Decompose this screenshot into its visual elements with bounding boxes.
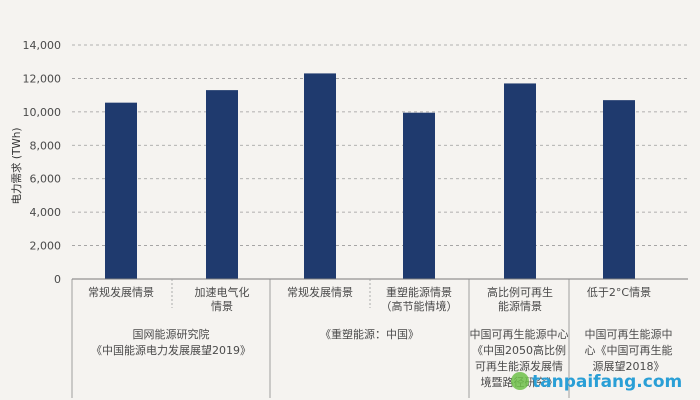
group-label: 中国可再生能源中心 <box>470 327 569 341</box>
y-tick-label: 0 <box>54 273 61 286</box>
group-label: 心《中国可再生能 <box>585 343 673 357</box>
bar <box>403 112 435 279</box>
watermark: tanpaifang.com <box>511 372 682 392</box>
grid-layer <box>72 44 688 246</box>
category-label: 低于2°C情景 <box>587 286 651 299</box>
category-label: 能源情景 <box>498 299 542 313</box>
watermark-logo-icon <box>511 372 529 390</box>
y-tick-label: 4,000 <box>30 206 62 219</box>
bar <box>603 100 635 280</box>
group-label: 中国可再生能源中 <box>585 327 673 341</box>
axis-layer: 0 2,000 4,000 6,000 8,000 10,000 12,000 14,000 <box>23 39 688 398</box>
y-tick-label: 14,000 <box>23 39 62 52</box>
y-tick-label: 8,000 <box>30 139 62 152</box>
watermark-text: tanpaifang.com <box>532 372 682 392</box>
category-label: 情景 <box>211 300 233 313</box>
bar <box>105 102 137 280</box>
bar <box>504 83 536 279</box>
category-label: 高比例可再生 <box>487 285 553 299</box>
y-axis-label: 电力需求 (TWh) <box>10 128 23 205</box>
bars-layer <box>105 73 635 280</box>
group-label: 《中国2050高比例 <box>472 343 566 357</box>
bar <box>304 73 336 280</box>
y-tick-label: 10,000 <box>23 106 62 119</box>
category-label: 常规发展情景 <box>287 285 353 299</box>
bar <box>206 90 238 279</box>
group-label: 《重塑能源：中国》 <box>320 327 419 341</box>
category-label: 重塑能源情景 <box>386 285 452 299</box>
category-label: 常规发展情景 <box>88 285 154 299</box>
category-label: （高节能情境） <box>381 299 458 313</box>
category-label: 加速电气化 <box>195 285 250 299</box>
group-label: 可再生能源发展情 <box>475 359 563 373</box>
group-labels: 国网能源研究院《中国能源电力发展展望2019》 《重塑能源：中国》 中国可再生能源中… <box>91 327 673 389</box>
group-label: 《中国能源电力发展展望2019》 <box>91 343 251 357</box>
y-tick-label: 6,000 <box>30 173 62 186</box>
y-tick-label: 2,000 <box>30 240 62 253</box>
y-tick-label: 12,000 <box>23 72 62 85</box>
group-label: 源展望2018》 <box>593 359 665 373</box>
group-label: 国网能源研究院 <box>133 327 210 341</box>
